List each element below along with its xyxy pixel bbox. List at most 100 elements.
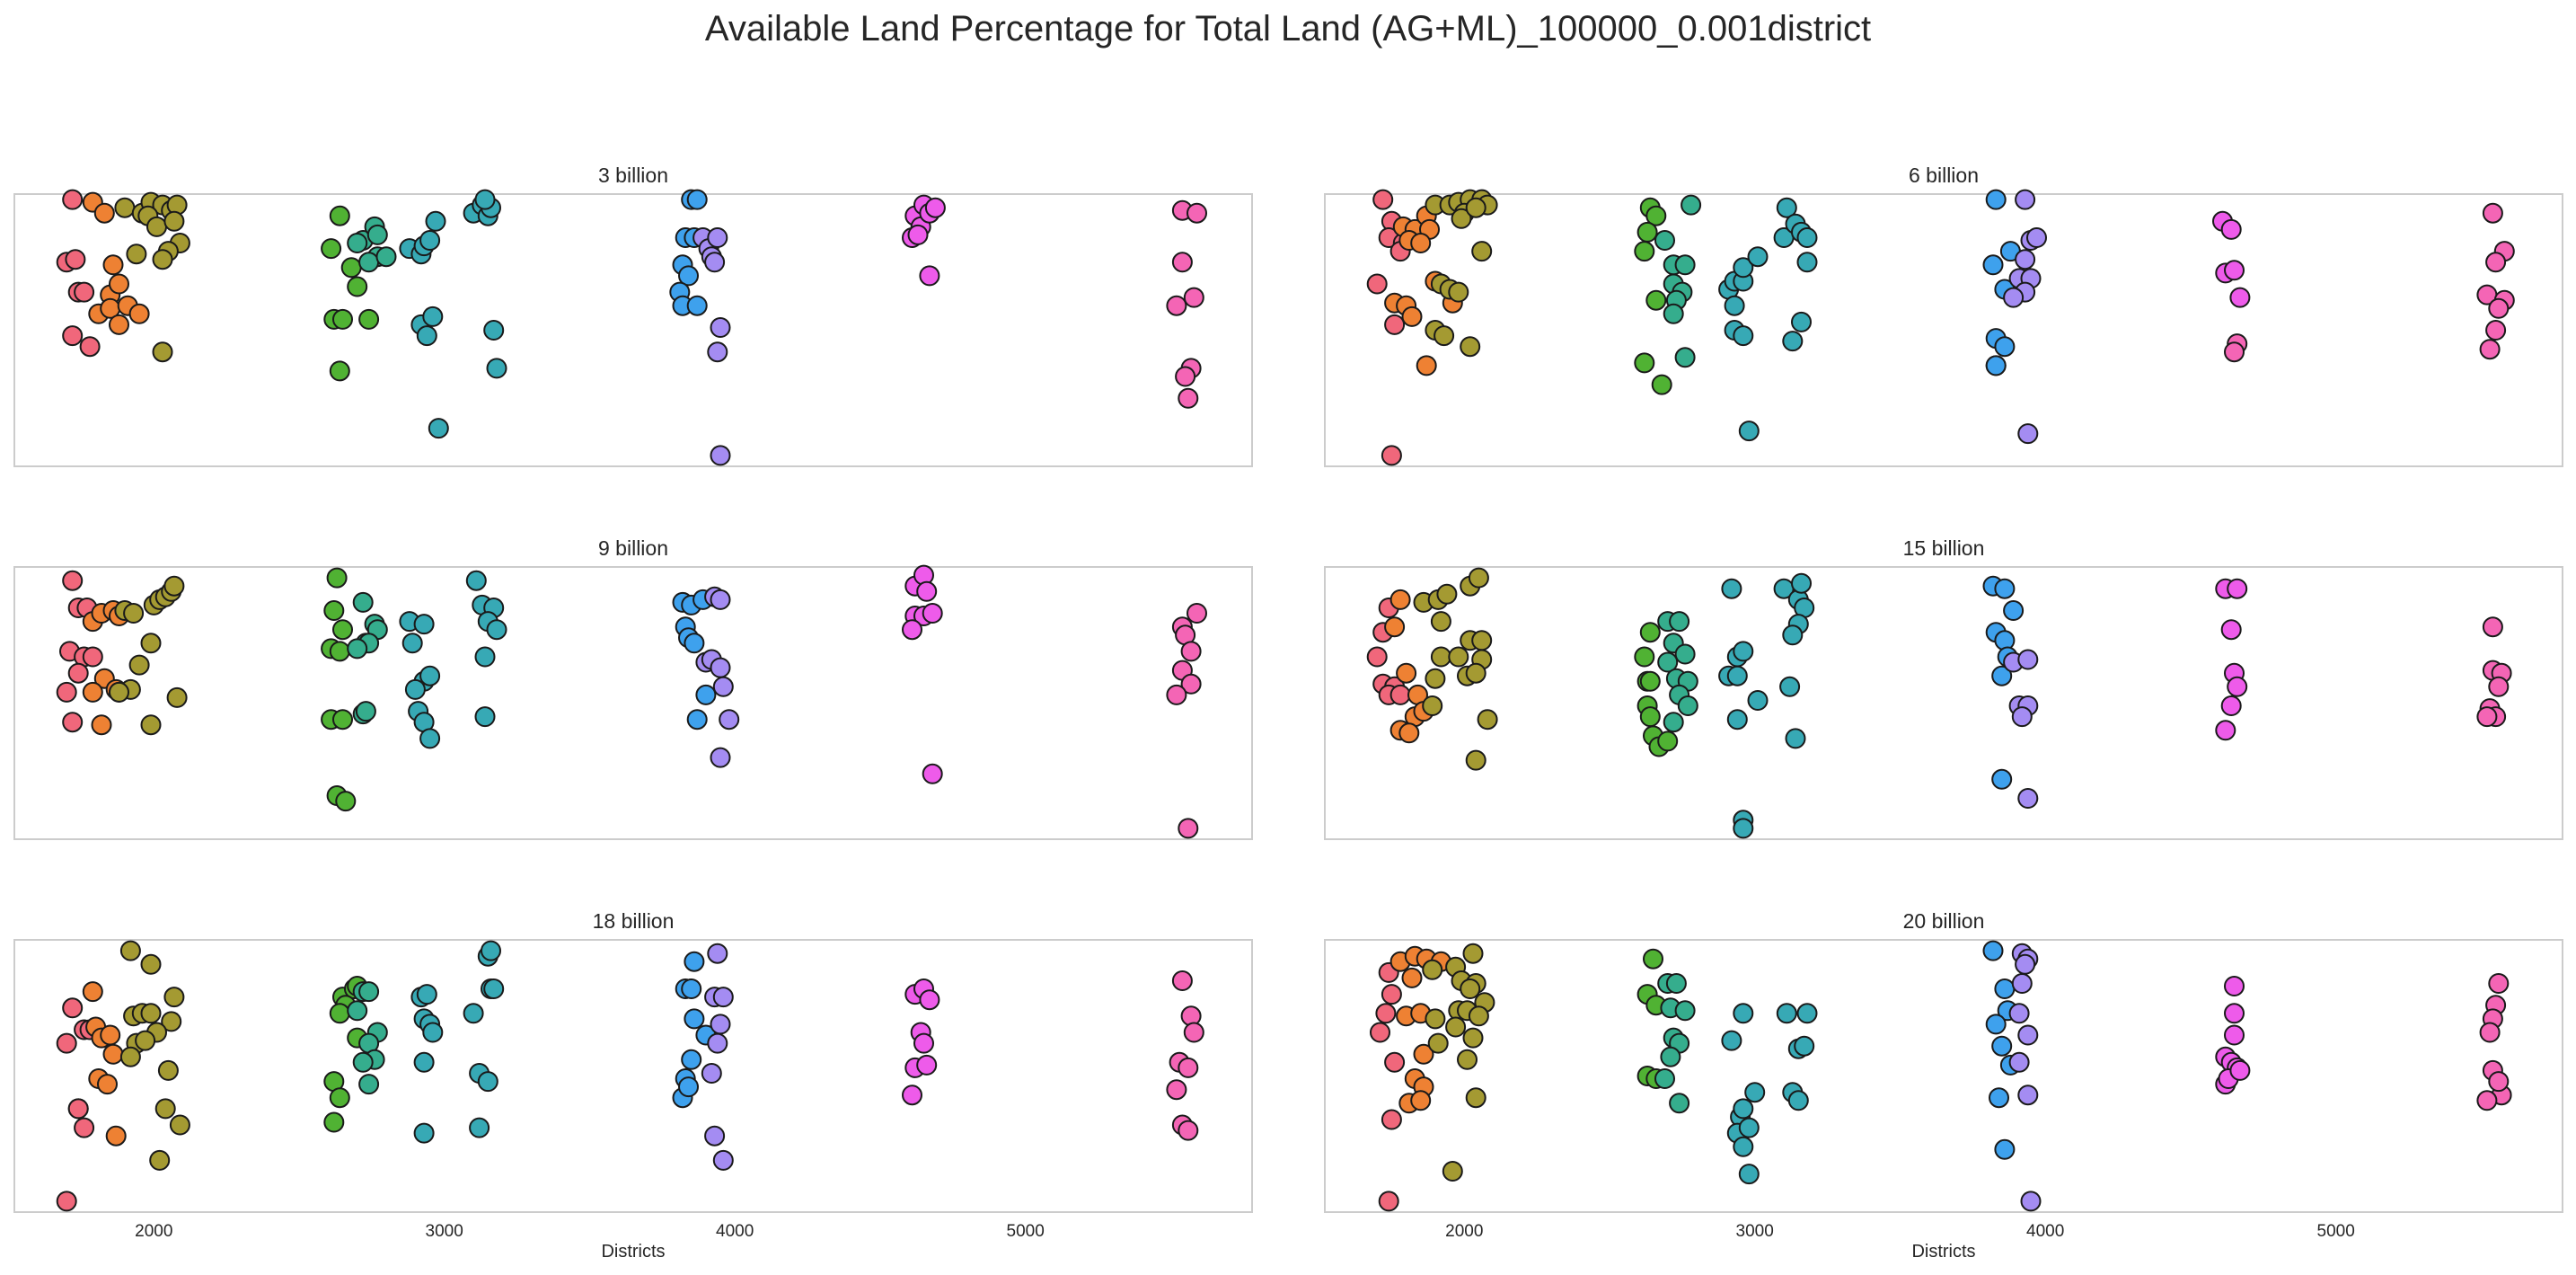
data-point (1985, 1014, 2007, 1035)
data-point (2220, 695, 2242, 716)
data-point (366, 224, 388, 245)
data-point (329, 641, 350, 662)
data-point (1733, 1136, 1754, 1157)
data-point (902, 619, 922, 641)
data-point (2224, 976, 2245, 996)
data-point (128, 654, 150, 676)
data-point (425, 210, 446, 232)
data-point (686, 709, 708, 730)
data-point (1370, 1022, 1390, 1043)
data-point (1733, 641, 1754, 662)
data-point (1665, 973, 1687, 994)
data-point (2488, 1071, 2510, 1093)
data-point (1724, 295, 1745, 316)
data-point (1389, 684, 1411, 705)
data-point (323, 600, 345, 621)
data-point (1378, 1191, 1399, 1212)
data-point (352, 591, 374, 613)
data-point (1733, 1003, 1754, 1024)
data-point (2224, 1024, 2245, 1046)
data-point (2485, 320, 2507, 341)
data-point (1791, 311, 1812, 332)
data-point (93, 202, 115, 224)
data-point (1796, 1003, 1818, 1024)
data-point (1645, 205, 1667, 226)
data-point (1465, 1087, 1486, 1109)
data-point (686, 189, 708, 210)
data-point (1738, 421, 1760, 442)
data-point (126, 243, 147, 265)
data-point (2011, 973, 2033, 994)
panel-3: 9 billion (13, 536, 1253, 840)
data-point (1785, 728, 1806, 749)
data-point (347, 276, 368, 297)
data-point (404, 678, 426, 700)
data-point (1991, 665, 2013, 686)
data-point (1477, 709, 1498, 730)
data-point (1991, 1035, 2013, 1057)
data-point (710, 1014, 731, 1035)
data-point (1410, 233, 1432, 253)
data-point (922, 763, 943, 784)
data-point (1733, 818, 1754, 839)
data-point (1991, 768, 2013, 790)
data-point (375, 246, 397, 268)
data-point (2020, 1191, 2042, 1212)
data-point (1384, 616, 1406, 638)
data-point (707, 943, 728, 964)
panel-title: 9 billion (598, 536, 668, 560)
data-point (1738, 1164, 1760, 1185)
data-point (2229, 1059, 2251, 1081)
data-point (1643, 948, 1663, 970)
data-point (419, 230, 441, 251)
data-point (1430, 611, 1451, 633)
data-point (347, 1000, 368, 1022)
data-point (321, 238, 342, 260)
data-point (1427, 1032, 1449, 1054)
data-point (2017, 788, 2039, 809)
data-point (1721, 578, 1742, 599)
data-point (486, 619, 507, 641)
data-point (1460, 336, 1481, 358)
data-point (62, 325, 84, 347)
x-tick-label: 3000 (1736, 1222, 1774, 1241)
data-point (340, 257, 362, 279)
data-point (1465, 197, 1486, 218)
data-point (419, 665, 441, 686)
panel-6: 20 billion 2000 3000 4000 5000 Districts (1324, 909, 2563, 1262)
data-point (2479, 339, 2501, 360)
data-point (707, 1032, 728, 1054)
data-point (1782, 624, 1804, 646)
data-point (105, 1125, 127, 1147)
data-point (2224, 260, 2245, 281)
data-point (416, 325, 437, 347)
data-point (2229, 287, 2251, 308)
data-point (416, 984, 437, 1005)
data-point (102, 1043, 124, 1065)
data-point (707, 227, 728, 248)
data-point (1639, 670, 1661, 692)
data-point (422, 305, 444, 327)
data-point (149, 1149, 171, 1171)
data-point (2003, 600, 2025, 621)
data-point (2488, 676, 2510, 697)
data-point (119, 1046, 141, 1067)
data-point (114, 197, 136, 218)
data-point (2227, 578, 2248, 599)
data-point (1733, 1098, 1754, 1120)
data-point (902, 1085, 922, 1106)
data-point (1660, 1046, 1681, 1067)
data-point (1747, 246, 1769, 268)
data-point (707, 341, 728, 363)
data-point (329, 1003, 350, 1024)
data-point (62, 997, 84, 1019)
data-point (2015, 953, 2036, 975)
data-point (678, 1076, 699, 1098)
data-point (335, 791, 357, 812)
data-point (919, 989, 940, 1011)
data-point (140, 633, 162, 654)
data-point (710, 317, 731, 338)
data-point (1384, 314, 1406, 335)
data-point (82, 681, 103, 703)
data-point (681, 1049, 702, 1070)
